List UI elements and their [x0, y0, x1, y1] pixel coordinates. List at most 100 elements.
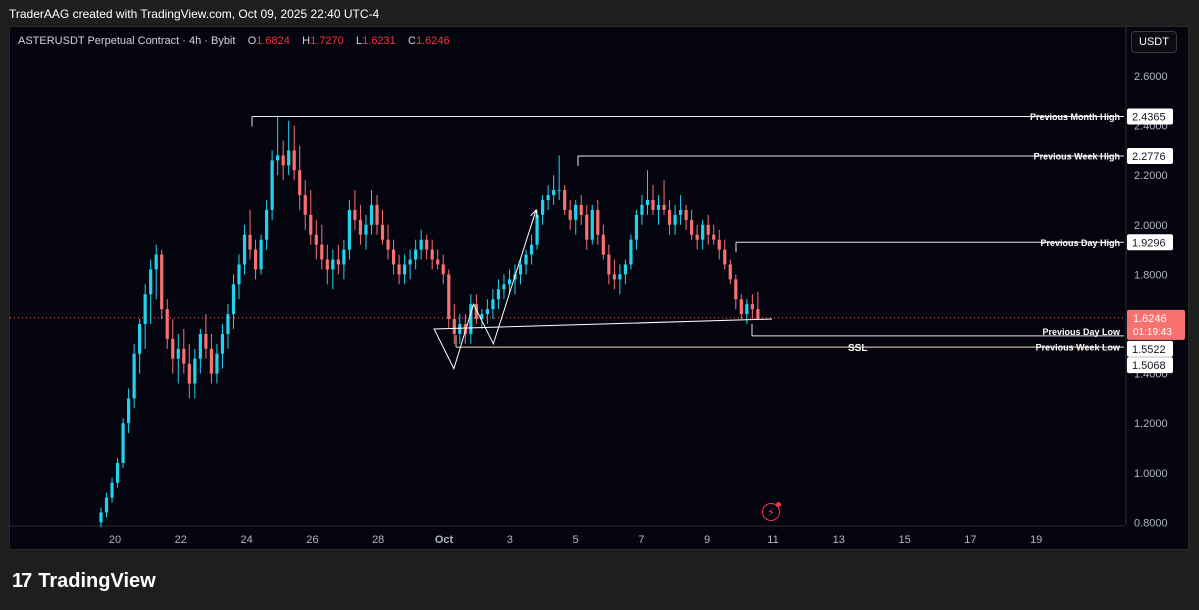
candle-body	[198, 333, 202, 359]
tradingview-brand[interactable]: 17 TradingView	[12, 570, 156, 593]
candle-body	[629, 239, 633, 265]
candle-body	[231, 284, 236, 315]
candle-body	[342, 249, 346, 265]
candle-body	[491, 299, 495, 310]
candle-body	[557, 190, 561, 192]
x-tick-label: 24	[240, 534, 252, 546]
candle-body	[568, 209, 572, 220]
x-tick-label: Oct	[435, 534, 454, 546]
x-tick-label: 17	[964, 534, 976, 546]
candle-body	[154, 254, 158, 270]
projection-arrowhead	[530, 208, 538, 218]
candle-body	[336, 259, 340, 265]
candle-body	[369, 204, 374, 225]
candle-body	[193, 358, 197, 384]
countdown-value: 01:19:43	[1133, 327, 1172, 338]
candle-body	[303, 195, 307, 215]
x-tick-label: 13	[833, 534, 845, 546]
candle-body	[507, 279, 512, 285]
candle-body	[452, 319, 456, 334]
x-tick-label: 20	[109, 534, 121, 546]
level-label: Previous Week Low	[1036, 343, 1121, 353]
y-tick-label: 0.8000	[1134, 517, 1168, 529]
level-price-tag	[1127, 108, 1173, 125]
ssl-label: SSL	[848, 343, 867, 354]
candle-body	[397, 264, 401, 275]
level-price-tag	[1127, 340, 1173, 357]
level-price-value: 1.5068	[1132, 360, 1166, 372]
alert-dot-icon	[776, 502, 781, 507]
candle-body	[237, 264, 241, 285]
level-label: Previous Day Low	[1042, 327, 1121, 337]
candle-body	[209, 348, 213, 374]
candle-body	[121, 423, 125, 463]
x-tick-label: 5	[573, 534, 579, 546]
candle-body	[563, 190, 567, 210]
candle-body	[220, 333, 225, 354]
candle-body	[579, 204, 583, 215]
level-price-tag	[1127, 357, 1173, 374]
level-price-value: 2.4365	[1132, 112, 1166, 124]
candle-body	[276, 155, 280, 161]
candle-body	[358, 219, 363, 235]
candle-body	[673, 214, 677, 225]
projection-path	[433, 209, 773, 370]
symbol-label: ASTERUSDT Perpetual Contract · 4h · Bybi…	[18, 35, 236, 47]
x-tick-label: 3	[507, 534, 513, 546]
x-tick-label: 22	[175, 534, 187, 546]
candle-body	[535, 214, 539, 245]
candle-body	[552, 190, 556, 196]
close-label: C	[408, 35, 416, 47]
candle-body	[403, 264, 407, 275]
chart-caption: TraderAAG created with TradingView.com, …	[9, 7, 380, 21]
candle-body	[750, 304, 754, 310]
candle-body	[618, 274, 622, 280]
candle-body	[160, 254, 164, 310]
candle-body	[331, 259, 335, 270]
candle-body	[745, 304, 749, 315]
x-tick-label: 7	[638, 534, 644, 546]
candle-body	[419, 239, 423, 250]
candle-body	[110, 482, 114, 498]
candle-body	[690, 219, 694, 235]
candle-body	[524, 254, 528, 265]
candle-body	[314, 234, 318, 245]
candle-body	[414, 249, 418, 260]
y-tick-label: 2.6000	[1134, 71, 1168, 83]
candle-body	[712, 234, 716, 240]
brand-name: TradingView	[38, 570, 156, 592]
candle-body	[391, 249, 396, 265]
candle-body	[717, 239, 721, 250]
currency-unit-button[interactable]: USDT	[1131, 31, 1177, 53]
candle-body	[590, 209, 594, 240]
candle-body	[364, 224, 368, 235]
lightning-icon[interactable]: ⚡	[762, 503, 780, 521]
candle-body	[596, 209, 600, 235]
chart-panel[interactable]	[9, 26, 1189, 550]
candle-body	[242, 234, 247, 265]
x-tick-label: 19	[1030, 534, 1042, 546]
close-value: 1.6246	[416, 35, 450, 47]
candle-body	[171, 338, 175, 359]
candle-body	[187, 363, 191, 384]
candle-body	[425, 239, 429, 250]
x-tick-label: 28	[372, 534, 384, 546]
candle-body	[248, 234, 252, 250]
candle-body	[679, 209, 683, 215]
candle-body	[165, 309, 169, 339]
candle-body	[656, 204, 661, 210]
candle-body	[127, 398, 131, 424]
candle-body	[706, 224, 710, 235]
level-price-value: 2.2776	[1132, 151, 1166, 163]
candle-body	[253, 249, 258, 270]
candle-body	[474, 304, 478, 320]
candle-body	[204, 333, 208, 349]
candle-body	[734, 279, 738, 300]
candle-body	[502, 284, 506, 290]
level-price-value: 1.5522	[1132, 344, 1166, 356]
level-price-tag	[1127, 147, 1173, 164]
candle-body	[99, 512, 103, 523]
high-label: H	[302, 35, 311, 47]
ohlc-legend: ASTERUSDT Perpetual Contract · 4h · Bybi…	[18, 35, 450, 47]
